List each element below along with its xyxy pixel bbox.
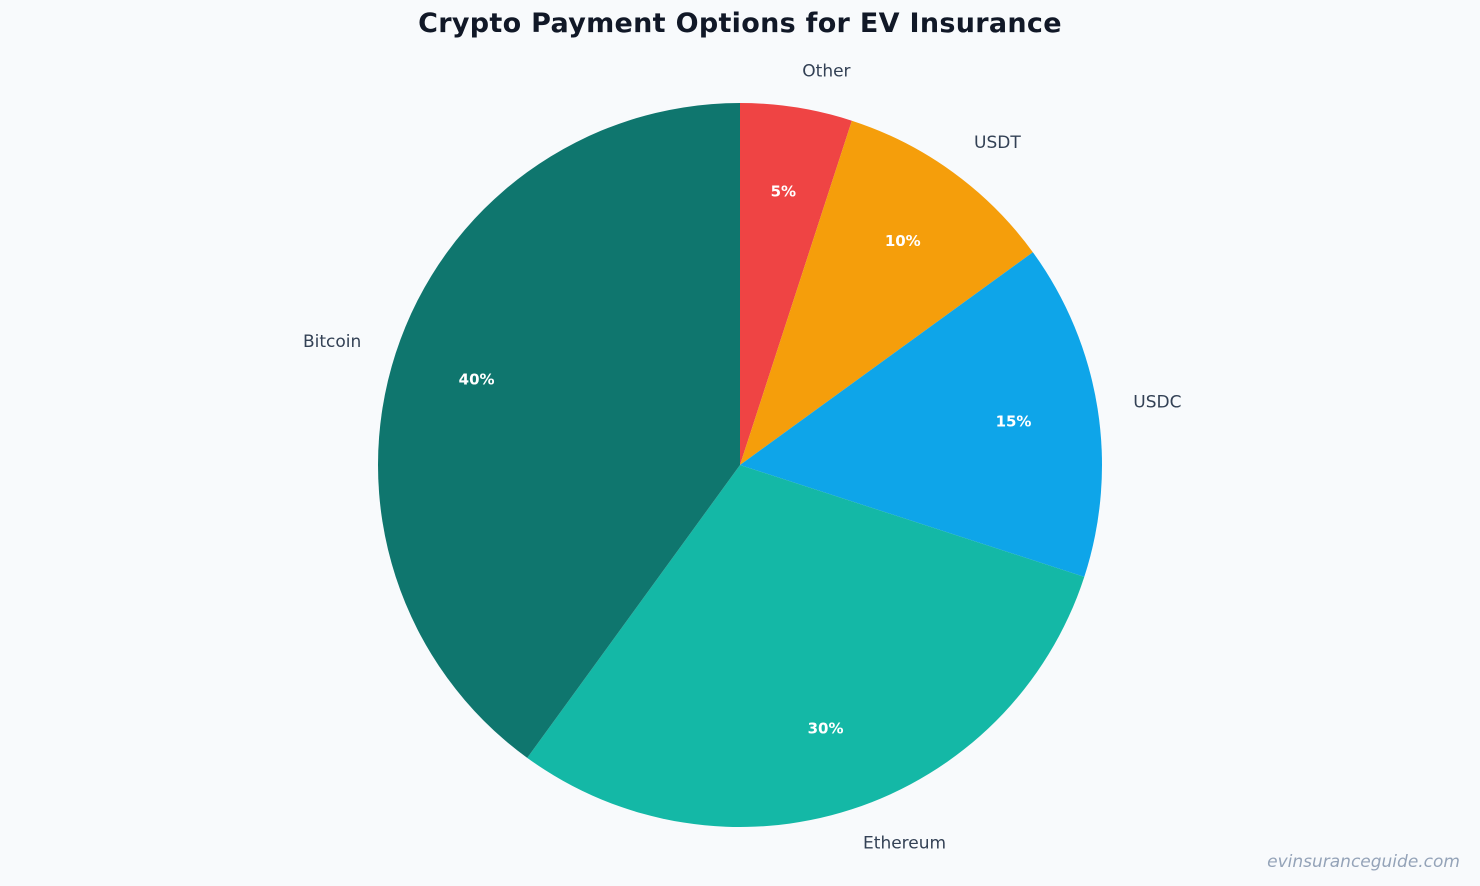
category-label-usdc: USDC bbox=[1133, 393, 1181, 413]
category-label-bitcoin: Bitcoin bbox=[303, 332, 361, 352]
pie-slice-usdt bbox=[740, 120, 1033, 466]
pie-slice-bitcoin bbox=[378, 103, 740, 758]
category-label-ethereum: Ethereum bbox=[863, 834, 946, 854]
pct-label-other: 5% bbox=[771, 182, 796, 200]
category-label-usdt: USDT bbox=[974, 133, 1021, 153]
pie-slice-other bbox=[740, 103, 852, 465]
pie-slice-usdc bbox=[740, 252, 1103, 577]
pie-labels: 5% Other 10% USDT 15% USDC 30% Ethereum 40% Bitco… bbox=[303, 62, 1182, 854]
pct-label-ethereum: 30% bbox=[808, 719, 844, 737]
category-label-other: Other bbox=[802, 62, 850, 82]
chart-title: Crypto Payment Options for EV Insurance bbox=[418, 8, 1062, 39]
pct-label-bitcoin: 40% bbox=[459, 370, 495, 388]
pct-label-usdt: 10% bbox=[885, 232, 921, 250]
pie-slice-ethereum bbox=[527, 465, 1085, 828]
pie-slices bbox=[378, 103, 1103, 828]
watermark: evinsuranceguide.com bbox=[1267, 852, 1460, 872]
pct-label-usdc: 15% bbox=[996, 413, 1032, 431]
